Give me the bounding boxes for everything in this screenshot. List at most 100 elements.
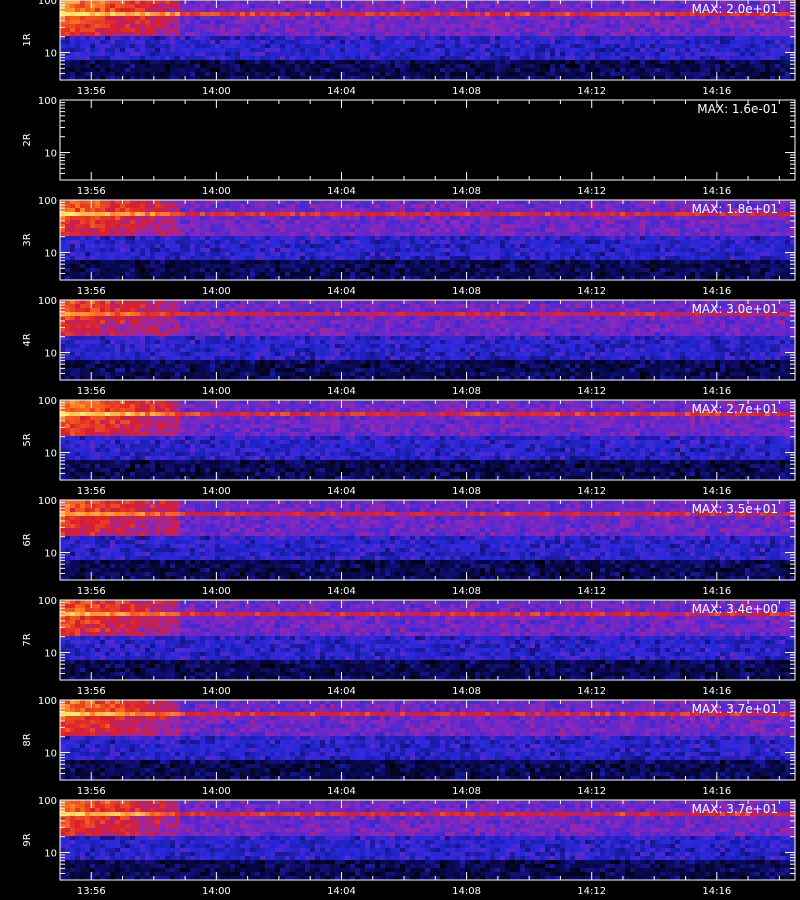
heatmap-cell (355, 16, 360, 20)
heatmap-cell (670, 16, 675, 20)
heatmap-cell (610, 20, 615, 24)
heatmap-cell (90, 0, 95, 4)
heatmap-cell (430, 32, 435, 36)
heatmap-cell (540, 16, 545, 20)
heatmap-cell (565, 28, 570, 32)
heatmap-cell (465, 20, 470, 24)
heatmap-cell (545, 16, 550, 20)
heatmap-cell (100, 24, 105, 28)
heatmap-cell (415, 44, 420, 48)
heatmap-cell (225, 4, 230, 8)
heatmap-cell (110, 40, 115, 44)
heatmap-cell (675, 40, 680, 44)
heatmap-cell (625, 12, 630, 16)
heatmap-cell (200, 36, 205, 40)
heatmap-cell (645, 44, 650, 48)
heatmap-cell (120, 32, 125, 36)
heatmap-cell (400, 72, 405, 76)
heatmap-cell (280, 40, 285, 44)
heatmap-cell (475, 24, 480, 28)
heatmap-cell (470, 64, 475, 68)
heatmap-cell (100, 16, 105, 20)
heatmap-cell (275, 8, 280, 12)
heatmap-cell (460, 44, 465, 48)
heatmap-cell (280, 32, 285, 36)
heatmap-cell (345, 24, 350, 28)
heatmap-cell (400, 8, 405, 12)
heatmap-cell (170, 72, 175, 76)
heatmap-cell (680, 60, 685, 64)
heatmap-cell (540, 24, 545, 28)
heatmap-cell (540, 68, 545, 72)
heatmap-cell (640, 76, 645, 80)
heatmap-cell (410, 8, 415, 12)
heatmap-cell (155, 72, 160, 76)
heatmap-cell (535, 24, 540, 28)
heatmap-cell (135, 0, 140, 4)
heatmap-cell (275, 28, 280, 32)
heatmap-cell (260, 48, 265, 52)
heatmap-cell (300, 72, 305, 76)
heatmap-cell (475, 68, 480, 72)
heatmap-cell (205, 28, 210, 32)
heatmap-cell (525, 32, 530, 36)
heatmap-cell (630, 4, 635, 8)
heatmap-cell (135, 20, 140, 24)
heatmap-cell (260, 52, 265, 56)
heatmap-cell (545, 48, 550, 52)
heatmap-cell (375, 20, 380, 24)
heatmap-cell (155, 56, 160, 60)
heatmap-cell (415, 4, 420, 8)
heatmap-cell (515, 24, 520, 28)
heatmap-cell (345, 0, 350, 4)
heatmap-cell (325, 56, 330, 60)
heatmap-cell (630, 44, 635, 48)
heatmap-cell (430, 72, 435, 76)
heatmap-cell (425, 44, 430, 48)
heatmap-cell (205, 12, 210, 16)
heatmap-cell (450, 36, 455, 40)
heatmap-cell (290, 48, 295, 52)
heatmap-cell (605, 52, 610, 56)
heatmap-cell (260, 0, 265, 4)
heatmap-cell (435, 52, 440, 56)
heatmap-cell (545, 32, 550, 36)
heatmap-cell (215, 4, 220, 8)
heatmap-cell (580, 16, 585, 20)
heatmap-cell (300, 0, 305, 4)
heatmap-cell (650, 12, 655, 16)
heatmap-cell (480, 12, 485, 16)
heatmap-cell (150, 36, 155, 40)
heatmap-cell (560, 12, 565, 16)
heatmap-cell (170, 48, 175, 52)
heatmap-cell (445, 24, 450, 28)
heatmap-cell (155, 0, 160, 4)
heatmap-cell (200, 20, 205, 24)
heatmap-cell (340, 4, 345, 8)
heatmap-cell (315, 16, 320, 20)
heatmap-cell (445, 52, 450, 56)
heatmap-cell (80, 60, 85, 64)
heatmap-cell (535, 64, 540, 68)
heatmap-cell (330, 32, 335, 36)
heatmap-cell (445, 56, 450, 60)
heatmap-cell (435, 48, 440, 52)
heatmap-cell (600, 12, 605, 16)
heatmap-cell (615, 64, 620, 68)
heatmap-cell (125, 40, 130, 44)
heatmap-cell (75, 28, 80, 32)
heatmap-cell (550, 12, 555, 16)
heatmap-cell (155, 68, 160, 72)
heatmap-cell (270, 8, 275, 12)
heatmap-cell (560, 20, 565, 24)
heatmap-cell (205, 44, 210, 48)
heatmap-cell (115, 48, 120, 52)
heatmap-cell (180, 68, 185, 72)
heatmap-cell (425, 0, 430, 4)
heatmap-cell (100, 60, 105, 64)
heatmap-cell (330, 20, 335, 24)
heatmap-cell (80, 12, 85, 16)
heatmap-cell (230, 20, 235, 24)
heatmap-cell (430, 4, 435, 8)
heatmap-cell (410, 44, 415, 48)
